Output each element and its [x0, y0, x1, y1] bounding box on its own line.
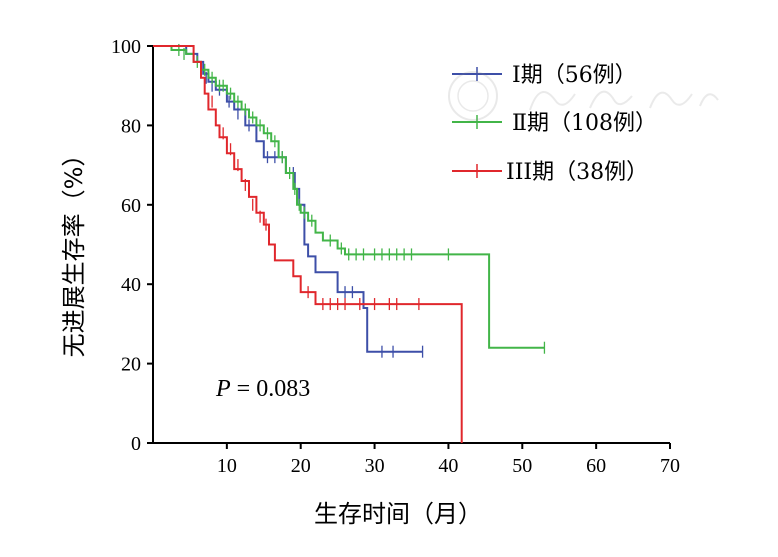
legend-label-stage-1: Ⅰ期（56例）	[512, 63, 637, 88]
y-tick-label: 20	[121, 354, 141, 376]
series-stage-1	[153, 45, 424, 358]
x-tick-label: 10	[217, 455, 237, 477]
legend-label-stage-3: III期（38例）	[506, 160, 648, 185]
p-value-symbol: P	[215, 376, 231, 402]
y-axis-title: 无进展生存率（%）	[60, 143, 88, 358]
legend-item-stage-1: Ⅰ期（56例）	[452, 63, 637, 88]
x-tick-label: 60	[586, 455, 606, 477]
x-tick-label: 30	[365, 455, 385, 477]
journal-watermark	[448, 71, 719, 121]
legend-item-stage-3: III期（38例）	[452, 160, 648, 185]
axes	[152, 46, 670, 444]
y-tick-label: 0	[131, 433, 141, 455]
legend: Ⅰ期（56例） Ⅱ期（108例） III期（38例）	[452, 63, 657, 185]
series-stage-2	[153, 43, 546, 354]
y-tick-label: 100	[111, 36, 141, 58]
y-tick-label: 80	[121, 115, 141, 137]
p-value-annotation: P = 0.083	[215, 376, 310, 402]
x-axis-title: 生存时间（月）	[314, 500, 482, 528]
y-tick-label: 60	[121, 195, 141, 217]
y-tick-label: 40	[121, 274, 141, 296]
x-ticks: 10 20 30 40 50 60 70	[217, 443, 680, 477]
watermark-seal-icon	[448, 71, 498, 121]
series-stage-3	[153, 45, 463, 443]
legend-label-stage-2: Ⅱ期（108例）	[512, 111, 657, 136]
series-layer	[153, 43, 546, 443]
survival-curve-line	[153, 45, 423, 353]
x-tick-label: 40	[438, 455, 458, 477]
survival-curve-line	[153, 45, 463, 443]
y-ticks: 0 20 40 60 80 100	[111, 36, 153, 455]
watermark-script-icon	[529, 90, 719, 111]
x-tick-label: 20	[291, 455, 311, 477]
x-tick-label: 70	[660, 455, 680, 477]
x-tick-label: 50	[512, 455, 532, 477]
legend-item-stage-2: Ⅱ期（108例）	[452, 111, 657, 136]
p-value-text: = 0.083	[237, 376, 311, 402]
watermark-seal-inner-icon	[457, 80, 489, 112]
